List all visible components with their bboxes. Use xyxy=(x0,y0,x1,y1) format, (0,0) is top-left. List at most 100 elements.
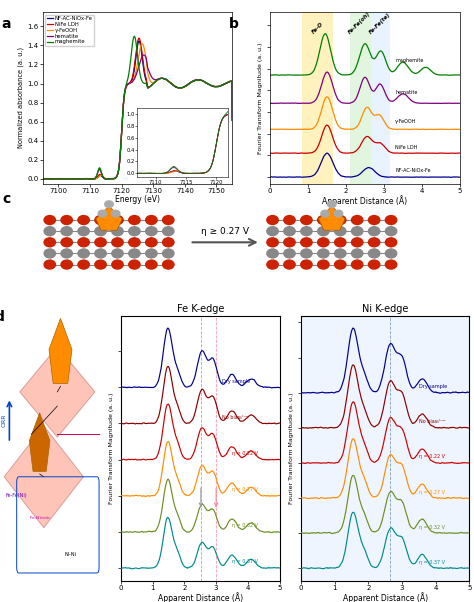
Text: η = 0.32 V: η = 0.32 V xyxy=(232,523,258,529)
Line: NiFe LDH: NiFe LDH xyxy=(43,38,232,179)
maghemite xyxy=(89,175,95,182)
Line: NF-AC-NiOx-Fe: NF-AC-NiOx-Fe xyxy=(43,41,232,179)
Circle shape xyxy=(61,249,73,258)
γ-FeOOH xyxy=(152,78,158,85)
Circle shape xyxy=(368,260,380,269)
Text: η = 0.37 V: η = 0.37 V xyxy=(232,559,258,564)
Circle shape xyxy=(44,249,55,258)
hematite xyxy=(183,82,189,90)
Circle shape xyxy=(61,260,73,269)
Title: Ni K-edge: Ni K-edge xyxy=(362,304,408,314)
γ-FeOOH xyxy=(40,175,46,182)
hematite xyxy=(229,116,235,123)
Circle shape xyxy=(385,216,397,225)
Circle shape xyxy=(163,238,174,247)
Circle shape xyxy=(44,216,55,225)
Text: Dry sample: Dry sample xyxy=(419,384,447,389)
Circle shape xyxy=(284,260,295,269)
hematite xyxy=(141,51,146,58)
NF-AC-NiOx-Fe xyxy=(40,175,46,182)
Text: η = 0.37 V: η = 0.37 V xyxy=(419,560,445,565)
Circle shape xyxy=(44,260,55,269)
NF-AC-NiOx-Fe xyxy=(50,176,55,183)
Circle shape xyxy=(301,249,312,258)
Text: Ni-Ni: Ni-Ni xyxy=(64,552,77,557)
Text: Fe-Fe(Ni): Fe-Fe(Ni) xyxy=(5,492,27,498)
maghemite xyxy=(80,176,86,183)
Bar xyxy=(371,12,390,184)
Circle shape xyxy=(284,216,295,225)
Circle shape xyxy=(385,227,397,235)
Polygon shape xyxy=(4,426,83,528)
Y-axis label: Normalized absorbance (a. u.): Normalized absorbance (a. u.) xyxy=(18,48,25,148)
X-axis label: Apparent Distance (Å): Apparent Distance (Å) xyxy=(158,592,243,602)
NF-AC-NiOx-Fe xyxy=(152,78,158,85)
γ-FeOOH xyxy=(89,175,95,182)
Circle shape xyxy=(352,238,363,247)
Circle shape xyxy=(352,216,363,225)
Polygon shape xyxy=(96,206,122,230)
Text: η ≥ 0.27 V: η ≥ 0.27 V xyxy=(201,227,249,236)
Title: Fe K-edge: Fe K-edge xyxy=(177,304,224,314)
maghemite xyxy=(126,70,132,78)
Circle shape xyxy=(112,227,123,235)
Circle shape xyxy=(284,227,295,235)
Circle shape xyxy=(267,238,278,247)
Text: c: c xyxy=(2,192,10,206)
Polygon shape xyxy=(20,347,95,437)
Circle shape xyxy=(61,216,73,225)
maghemite xyxy=(40,175,46,182)
Text: a: a xyxy=(1,17,10,31)
Circle shape xyxy=(301,216,312,225)
Circle shape xyxy=(111,210,120,217)
Circle shape xyxy=(352,227,363,235)
Circle shape xyxy=(267,227,278,235)
Circle shape xyxy=(95,260,106,269)
Text: b: b xyxy=(228,17,238,31)
Circle shape xyxy=(335,238,346,247)
Circle shape xyxy=(44,238,55,247)
Text: Dry sample: Dry sample xyxy=(222,379,251,383)
Circle shape xyxy=(112,249,123,258)
Circle shape xyxy=(284,238,295,247)
Text: η = 0.22 V: η = 0.22 V xyxy=(232,451,258,456)
Circle shape xyxy=(95,216,106,225)
Text: η = 0.27 V: η = 0.27 V xyxy=(232,487,258,492)
maghemite xyxy=(132,33,137,40)
maghemite xyxy=(229,117,235,124)
Polygon shape xyxy=(319,206,345,230)
Circle shape xyxy=(318,216,329,225)
Circle shape xyxy=(61,238,73,247)
Polygon shape xyxy=(29,413,50,471)
Circle shape xyxy=(334,210,343,217)
Circle shape xyxy=(335,249,346,258)
Circle shape xyxy=(352,260,363,269)
Circle shape xyxy=(112,238,123,247)
γ-FeOOH xyxy=(126,80,132,87)
Text: η = 0.27 V: η = 0.27 V xyxy=(419,489,445,494)
hematite xyxy=(89,175,95,182)
Text: ORR: ORR xyxy=(2,414,7,427)
Line: maghemite: maghemite xyxy=(43,36,232,179)
Circle shape xyxy=(318,227,329,235)
Circle shape xyxy=(335,227,346,235)
Circle shape xyxy=(318,260,329,269)
γ-FeOOH xyxy=(139,40,145,48)
NF-AC-NiOx-Fe xyxy=(126,80,132,87)
NiFe LDH xyxy=(152,78,158,85)
Circle shape xyxy=(129,227,140,235)
Text: Fe-Fe(te): Fe-Fe(te) xyxy=(368,11,392,35)
NiFe LDH xyxy=(92,176,98,183)
Circle shape xyxy=(146,216,157,225)
Bar xyxy=(350,12,371,184)
Y-axis label: Fourier Transform Magnitude (a. u.): Fourier Transform Magnitude (a. u.) xyxy=(289,393,294,504)
Circle shape xyxy=(95,249,106,258)
Circle shape xyxy=(129,260,140,269)
Text: No biasₗᵢˤᴸᴵᴰ: No biasₗᵢˤᴸᴵᴰ xyxy=(222,415,249,420)
maghemite xyxy=(152,78,158,85)
Circle shape xyxy=(352,249,363,258)
Circle shape xyxy=(95,227,106,235)
Circle shape xyxy=(284,249,295,258)
Circle shape xyxy=(78,260,89,269)
NiFe LDH xyxy=(89,175,94,182)
